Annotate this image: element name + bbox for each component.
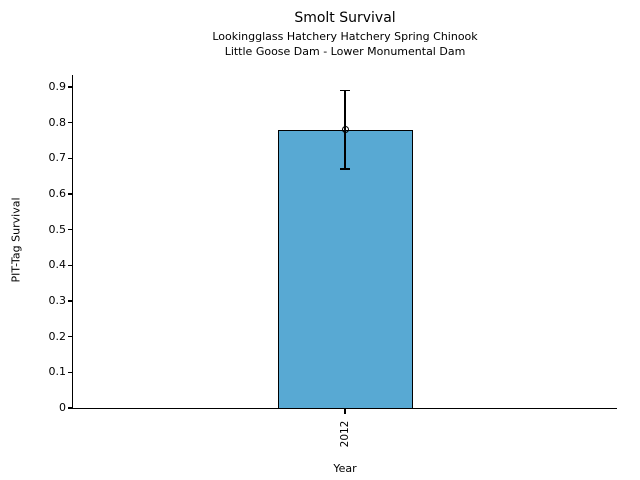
y-tick xyxy=(67,193,73,195)
y-tick-label: 0.8 xyxy=(48,115,67,129)
error-bar-cap-bottom xyxy=(340,168,350,170)
chart-title: Smolt Survival xyxy=(294,10,396,26)
chart-subtitle-line2: Little Goose Dam - Lower Monumental Dam xyxy=(224,45,466,58)
y-tick xyxy=(67,300,73,302)
y-tick-label: 0.9 xyxy=(48,80,67,93)
y-tick xyxy=(67,122,73,124)
y-tick-label: 0.7 xyxy=(48,151,67,165)
y-tick xyxy=(67,229,73,231)
y-tick xyxy=(67,264,73,266)
y-tick xyxy=(67,407,73,409)
x-tick xyxy=(344,408,346,414)
y-tick-label: 0.6 xyxy=(48,187,67,200)
y-tick-label: 0.5 xyxy=(48,222,67,236)
x-tick-label: 2012 xyxy=(339,420,351,448)
chart-subtitle-line1: Lookingglass Hatchery Hatchery Spring Ch… xyxy=(212,30,478,43)
bar-2012 xyxy=(277,129,413,409)
error-bar-marker xyxy=(341,126,349,134)
y-axis-spine xyxy=(72,75,74,409)
y-tick-label: 0 xyxy=(59,401,66,414)
y-tick xyxy=(67,157,73,159)
y-tick xyxy=(67,86,73,88)
x-axis-label: Year xyxy=(333,462,357,475)
y-tick-label: 0.1 xyxy=(48,365,67,379)
y-tick xyxy=(67,371,73,373)
y-tick-label: 0.3 xyxy=(48,294,67,307)
error-bar-cap-top xyxy=(340,89,350,92)
y-tick xyxy=(67,336,73,338)
y-tick-label: 0.2 xyxy=(48,329,67,343)
y-axis-label: PIT-Tag Survival xyxy=(9,197,23,283)
y-tick-label: 0.4 xyxy=(48,258,67,272)
